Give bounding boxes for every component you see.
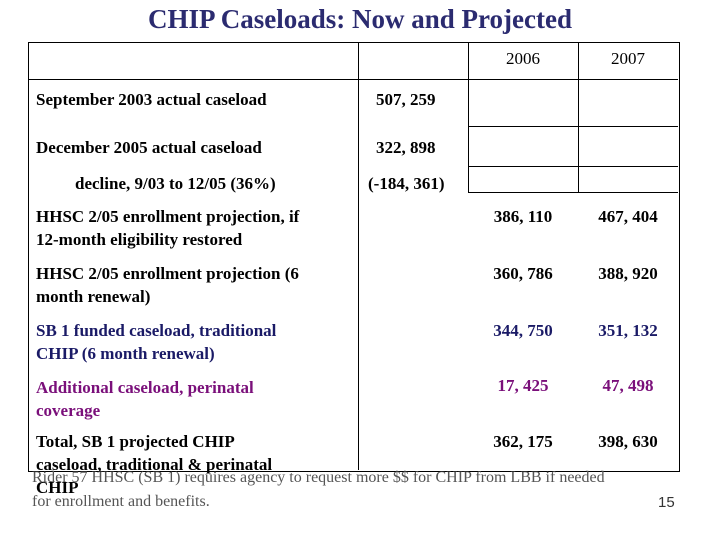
row-label: December 2005 actual caseload xyxy=(36,138,262,157)
column-divider xyxy=(468,42,469,192)
row-label: Total, SB 1 projected CHIP xyxy=(36,432,235,451)
row-divider xyxy=(28,79,678,80)
row-divider xyxy=(468,166,678,167)
value-2007: 398, 630 xyxy=(598,432,658,451)
footnote: Rider 57 HHSC (SB 1) requires agency to … xyxy=(32,466,605,514)
row-label: HHSC 2/05 enrollment projection, if xyxy=(36,207,300,226)
row-label: caseload, traditional & perinatal xyxy=(36,455,273,474)
value-2006: 344, 750 xyxy=(493,321,553,340)
value-2006: 386, 110 xyxy=(493,207,553,226)
value-2007: 351, 132 xyxy=(598,321,658,340)
row-divider xyxy=(468,126,678,127)
row-label: coverage xyxy=(36,401,101,420)
row-label: month renewal) xyxy=(36,287,151,306)
row-divider xyxy=(468,192,678,193)
row-label: CHIP xyxy=(36,478,79,497)
row-label: 12-month eligibility restored xyxy=(36,230,243,249)
value-2006: 362, 175 xyxy=(493,432,553,451)
table-border xyxy=(28,42,680,472)
value-2007: 467, 404 xyxy=(598,207,658,226)
row-label: Additional caseload, perinatal xyxy=(36,378,254,397)
value-2007: 388, 920 xyxy=(598,264,658,283)
footnote-line: for enrollment and benefits. xyxy=(32,493,210,510)
footnote-line: Rider 57 HHSC (SB 1) requires agency to … xyxy=(32,469,605,486)
caseload-value: (-184, 361) xyxy=(368,174,445,193)
value-2007: 47, 498 xyxy=(602,376,654,395)
row-label: CHIP (6 month renewal) xyxy=(36,344,215,363)
column-header-2007: 2007 xyxy=(611,49,645,68)
page-number: 15 xyxy=(658,494,675,511)
row-label: SB 1 funded caseload, traditional xyxy=(36,321,277,340)
value-2006: 17, 425 xyxy=(497,376,549,395)
value-2006: 360, 786 xyxy=(493,264,553,283)
column-divider xyxy=(578,42,579,192)
row-label: decline, 9/03 to 12/05 (36%) xyxy=(75,174,276,193)
row-label: HHSC 2/05 enrollment projection (6 xyxy=(36,264,299,283)
column-divider xyxy=(358,42,359,470)
caseload-value: 322, 898 xyxy=(376,138,436,157)
slide-title: CHIP Caseloads: Now and Projected xyxy=(148,4,572,34)
column-header-2006: 2006 xyxy=(506,49,540,68)
row-label: September 2003 actual caseload xyxy=(36,90,267,109)
caseload-value: 507, 259 xyxy=(376,90,436,109)
